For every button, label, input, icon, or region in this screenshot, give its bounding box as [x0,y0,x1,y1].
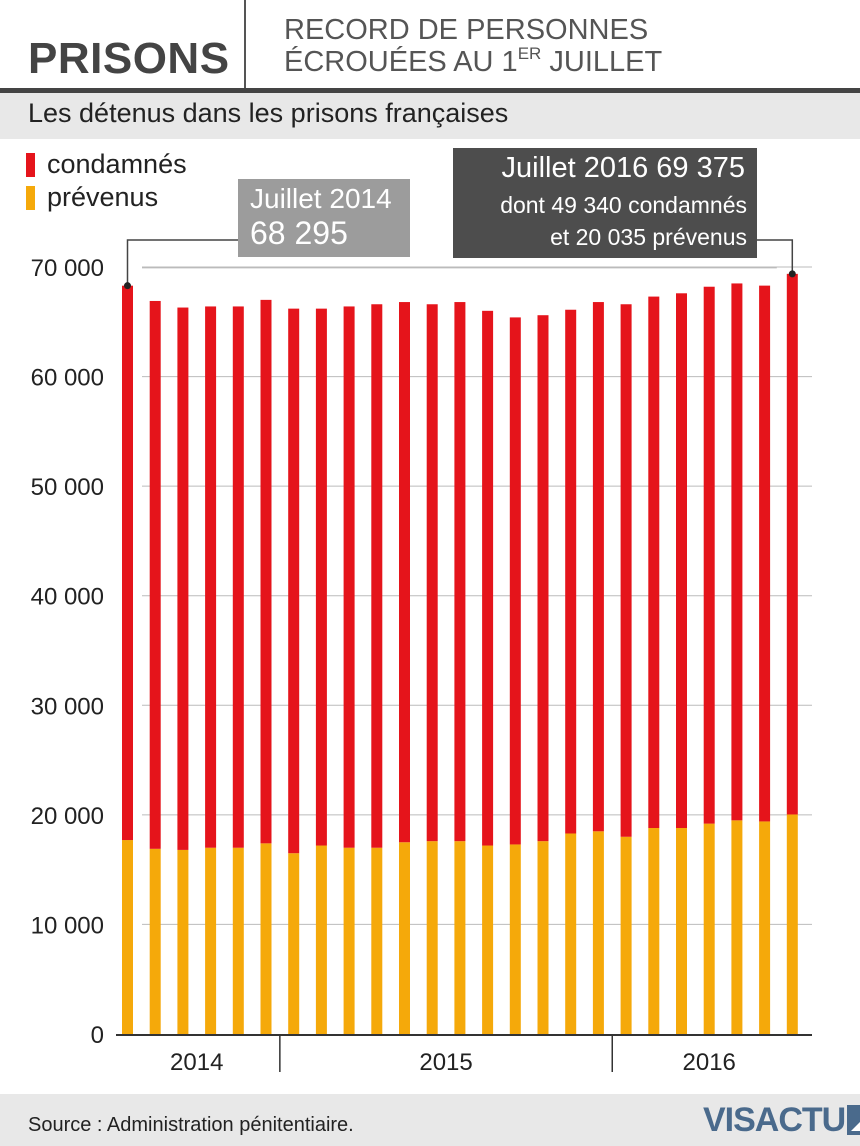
footer [0,1094,860,1146]
bar-prevenus-2014-10 [205,847,217,1034]
bar-prevenus-2016-03 [676,828,687,1034]
y-tick-label-60000: 60 000 [31,365,104,392]
y-tick-label-50000: 50 000 [31,474,104,501]
bar-condamnes-2015-07 [454,302,466,842]
headline-line-1: RECORD DE PERSONNES [284,14,649,46]
bar-condamnes-2014-11 [232,306,244,848]
y-tick-label-40000: 40 000 [31,584,104,611]
bar-condamnes-2015-04 [371,304,383,848]
bar-condamnes-2015-12 [592,302,604,832]
legend-swatch-condamnes [26,152,35,177]
bar-condamnes-2015-03 [343,306,355,848]
bar-prevenus-2016-05 [731,820,743,1034]
x-group-label-2015: 2015 [419,1049,472,1076]
bar-prevenus-2014-08 [149,848,161,1034]
logo-mark-icon [847,1105,860,1135]
callout-2016-prevenus: et 20 035 prévenus [550,224,747,250]
x-group-label-2014: 2014 [170,1049,223,1076]
legend-item-prevenus: prévenus [26,181,187,214]
callout-july-2014: Juillet 2014 68 295 [238,179,410,257]
bar-prevenus-2015-02 [315,845,327,1034]
headline: RECORD DE PERSONNES ÉCROUÉES AU 1ER JUIL… [284,14,662,78]
x-group-label-2016: 2016 [683,1049,736,1076]
y-tick-label-10000: 10 000 [31,912,104,939]
callout-2016-dot [788,270,796,278]
bar-condamnes-2014-12 [260,299,272,844]
bar-prevenus-2015-12 [592,831,604,1034]
chart-subtitle: Les détenus dans les prisons françaises [28,98,509,128]
bar-prevenus-2014-11 [232,847,244,1034]
visactu-logo: VISACTU [703,1100,860,1139]
headline-line-2: ÉCROUÉES AU 1ER JUILLET [284,44,663,78]
bar-condamnes-2015-08 [482,310,494,846]
bar-prevenus-2016-06 [759,821,771,1034]
bar-prevenus-2015-05 [399,842,410,1034]
callout-2014-dot [124,282,131,290]
bar-prevenus-2015-07 [454,841,466,1034]
legend: condamnés prévenus [26,148,187,214]
kicker: PRISONS [28,34,230,83]
bar-prevenus-2015-06 [426,841,438,1034]
bar-prevenus-2015-10 [537,841,549,1034]
bar-prevenus-2014-07 [122,840,133,1034]
bar-prevenus-2016-02 [648,828,660,1034]
callout-2014-connector [126,239,238,286]
bar-condamnes-2014-10 [205,306,217,848]
bar-prevenus-2014-12 [260,843,272,1034]
bar-prevenus-2016-01 [620,836,632,1034]
callout-2016-headline: Juillet 2016 69 375 [501,152,745,184]
bar-condamnes-2014-08 [149,300,161,849]
header: PRISONS RECORD DE PERSONNES ÉCROUÉES AU … [0,0,860,88]
bar-condamnes-2016-05 [731,283,743,821]
bar-condamnes-2016-07 [786,273,798,815]
bar-condamnes-2014-09 [177,307,189,850]
bar-prevenus-2016-04 [703,823,715,1034]
callout-2014-value: 68 295 [250,215,348,251]
bar-condamnes-2016-06 [759,285,771,822]
bar-condamnes-2015-09 [509,317,521,845]
y-tick-label-0: 0 [91,1022,104,1049]
bar-condamnes-2014-07 [122,285,133,841]
bar-condamnes-2015-05 [399,302,410,843]
headline-line-2-sup: ER [517,44,542,63]
source-note: Source : Administration pénitentiaire. [28,1114,354,1136]
bar-prevenus-2015-09 [509,844,521,1034]
bar-condamnes-2015-01 [288,308,300,854]
header-rule [0,88,860,93]
bar-prevenus-2015-11 [565,833,577,1034]
bar-condamnes-2015-11 [565,309,577,834]
y-tick-label-20000: 20 000 [31,803,104,830]
y-tick-label-30000: 30 000 [31,693,104,720]
bar-condamnes-2016-02 [648,296,660,829]
bar-condamnes-2016-03 [676,293,687,829]
legend-label-condamnes: condamnés [47,149,187,179]
legend-item-condamnes: condamnés [26,148,187,181]
bar-prevenus-2015-08 [482,845,494,1034]
legend-label-prevenus: prévenus [47,182,159,212]
subtitle-band [0,93,860,139]
callout-2016-condamnes: dont 49 340 condamnés [500,192,747,218]
headline-line-2-post: JUILLET [541,46,663,78]
chart: 0 10 000 20 000 30 000 40 000 50 000 60 000 70 … [31,239,812,1076]
bar-condamnes-2016-01 [620,304,632,837]
bar-condamnes-2015-10 [537,315,549,842]
logo-text: VISACTU [703,1100,846,1139]
y-tick-label-70000: 70 000 [31,255,104,282]
bar-condamnes-2016-04 [703,286,715,824]
callout-2016-connector [757,239,794,274]
header-separator [244,0,246,88]
headline-line-2-pre: ÉCROUÉES AU 1 [284,46,518,78]
bar-prevenus-2015-04 [371,847,383,1034]
bar-condamnes-2015-02 [315,308,327,846]
legend-swatch-prevenus [26,185,35,210]
bar-prevenus-2015-03 [343,847,355,1034]
callout-2014-date: Juillet 2014 [250,183,392,214]
callout-july-2016: Juillet 2016 69 375 dont 49 340 condamné… [453,148,757,258]
bar-prevenus-2016-07 [786,814,798,1034]
bar-condamnes-2015-06 [426,304,438,842]
bar-prevenus-2014-09 [177,849,189,1034]
bar-prevenus-2015-01 [288,853,300,1034]
